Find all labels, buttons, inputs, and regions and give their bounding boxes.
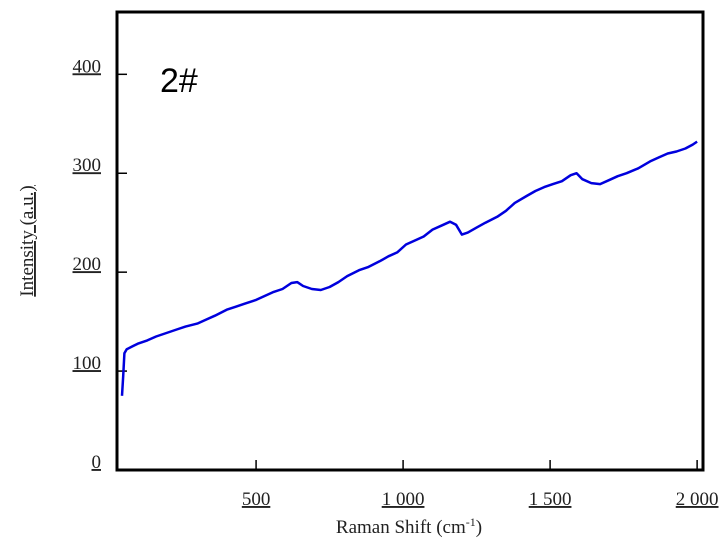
annotation: 2# — [160, 62, 198, 100]
x-tick-label: 2 000 — [676, 489, 719, 510]
y-tick-label: 100 — [73, 353, 102, 374]
x-label-text: Raman Shift (cm — [336, 517, 466, 538]
x-tick-label: 1 000 — [382, 489, 425, 510]
y-tick-label: 400 — [73, 56, 102, 77]
x-tick-label: 1 500 — [529, 489, 572, 510]
x-tick-label: 500 — [242, 489, 271, 510]
data-line — [120, 140, 698, 396]
x-axis-label: Raman Shift (cm-1) — [336, 515, 482, 538]
y-tick-label: 200 — [73, 254, 102, 275]
plot-frame — [115, 10, 705, 472]
y-tick-label: 0 — [92, 452, 102, 473]
y-tick-label: 300 — [73, 155, 102, 176]
x-label-end: ) — [476, 517, 482, 538]
y-axis-label: Intensity (a.u.) — [17, 185, 38, 296]
x-label-sup: -1 — [466, 515, 476, 529]
